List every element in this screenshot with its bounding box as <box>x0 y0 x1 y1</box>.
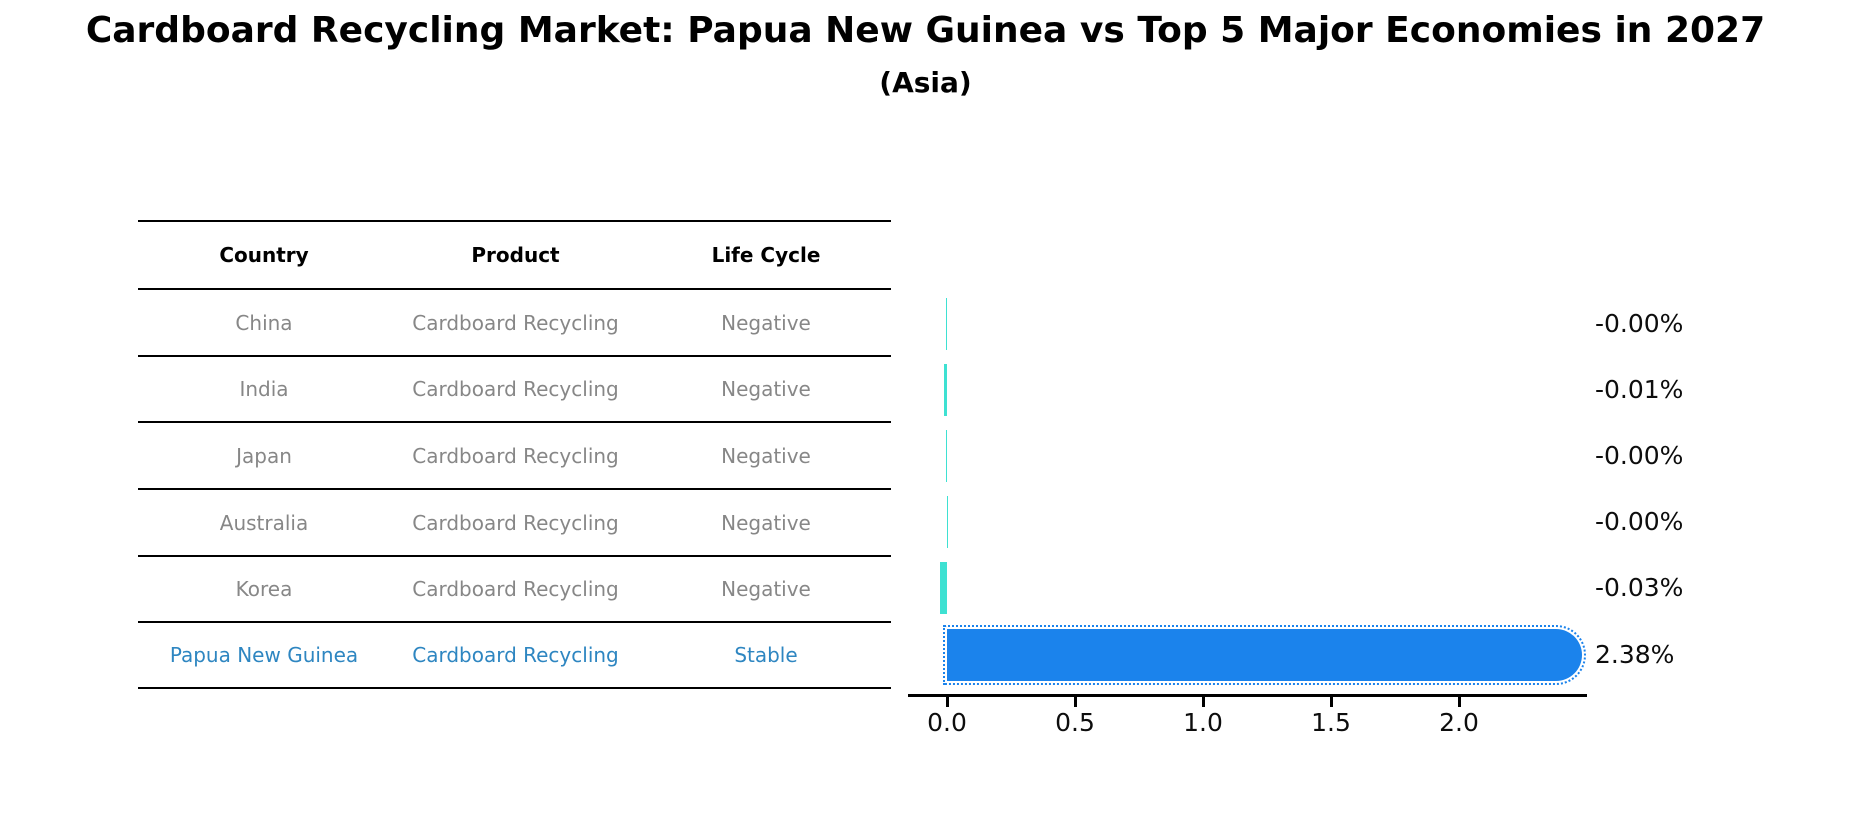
value-label-india: -0.01% <box>1595 375 1684 404</box>
bar-china <box>945 298 947 350</box>
table-row-papua-new-guinea: Papua New Guinea Cardboard Recycling Sta… <box>138 621 891 689</box>
x-axis-tick <box>1458 697 1461 707</box>
column-header-life-cycle: Life Cycle <box>711 243 821 267</box>
bar-india <box>943 364 947 416</box>
bar-japan <box>945 430 947 482</box>
x-axis-tick-label: 2.0 <box>1439 708 1479 737</box>
value-label-japan: -0.00% <box>1595 441 1684 470</box>
cell-life-cycle: Negative <box>721 377 811 401</box>
cell-country: Australia <box>219 510 309 535</box>
cell-product: Cardboard Recycling <box>412 577 619 601</box>
cell-country: Japan <box>236 443 292 468</box>
x-axis-tick <box>1330 697 1333 707</box>
x-axis-tick-label: 1.0 <box>1183 708 1223 737</box>
table-row-korea: Korea Cardboard Recycling Negative <box>138 555 891 621</box>
value-label-china: -0.00% <box>1595 309 1684 338</box>
cell-life-cycle: Negative <box>721 577 811 601</box>
cell-product: Cardboard Recycling <box>412 443 619 468</box>
cell-product: Cardboard Recycling <box>412 377 619 401</box>
value-label-australia: -0.00% <box>1595 507 1684 536</box>
value-label-korea: -0.03% <box>1595 573 1684 602</box>
cell-country: Papua New Guinea <box>169 643 359 667</box>
cell-country: Korea <box>235 577 293 601</box>
x-axis-tick <box>946 697 949 707</box>
column-header-product: Product <box>471 243 560 267</box>
table-row-japan: Japan Cardboard Recycling Negative <box>138 421 891 488</box>
table-row-india: India Cardboard Recycling Negative <box>138 355 891 421</box>
x-axis-tick-label: 1.5 <box>1311 708 1351 737</box>
bar-korea <box>940 562 947 614</box>
x-axis-tick <box>1074 697 1077 707</box>
column-header-country: Country <box>219 243 309 267</box>
cell-life-cycle: Negative <box>721 310 811 335</box>
x-axis-tick-label: 0.0 <box>927 708 967 737</box>
cell-product: Cardboard Recycling <box>412 310 619 335</box>
cell-life-cycle: Negative <box>721 443 811 468</box>
cell-life-cycle: Negative <box>721 510 811 535</box>
x-axis-line <box>908 694 1587 697</box>
cell-life-cycle: Stable <box>734 643 798 667</box>
chart-subtitle: (Asia) <box>879 66 972 99</box>
x-axis-tick-label: 0.5 <box>1055 708 1095 737</box>
cell-country: India <box>239 377 289 401</box>
bar-papua-new-guinea <box>942 625 1587 685</box>
table-header-row: Country Product Life Cycle <box>138 220 891 288</box>
cell-product: Cardboard Recycling <box>412 510 619 535</box>
value-label-papua-new-guinea: 2.38% <box>1595 640 1675 669</box>
table-row-china: China Cardboard Recycling Negative <box>138 288 891 355</box>
cell-product: Cardboard Recycling <box>412 643 619 667</box>
x-axis-tick <box>1202 697 1205 707</box>
cell-country: China <box>235 310 293 335</box>
chart-title: Cardboard Recycling Market: Papua New Gu… <box>85 10 1766 51</box>
table-row-australia: Australia Cardboard Recycling Negative <box>138 488 891 555</box>
